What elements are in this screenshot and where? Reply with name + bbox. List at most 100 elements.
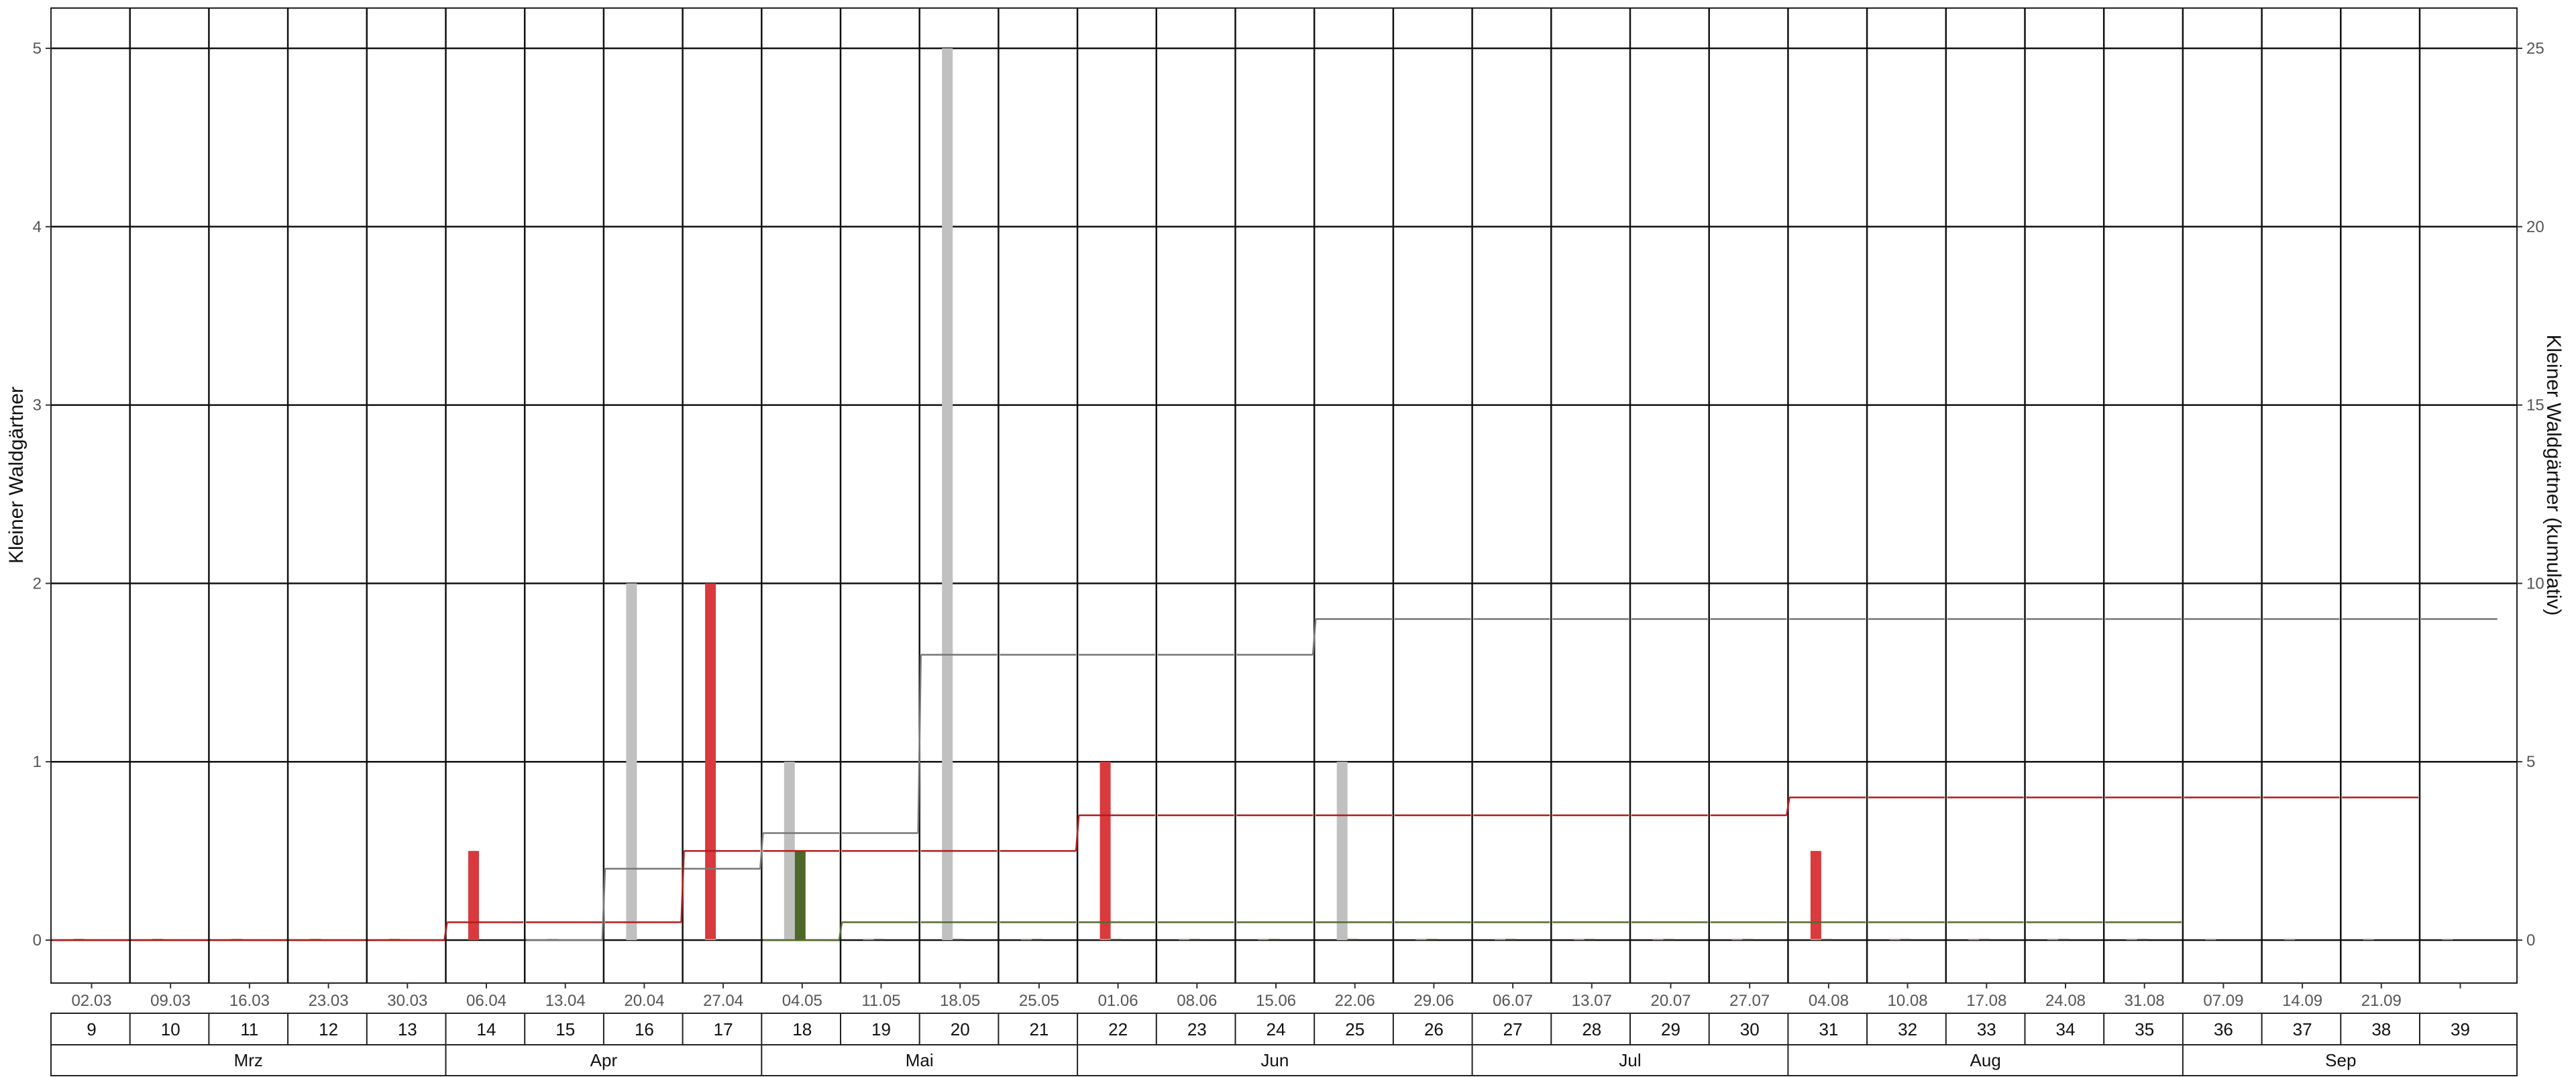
week-label: 37 (2293, 1019, 2312, 1039)
y-axis-label-left: Kleiner Waldgärtner (5, 387, 28, 564)
week-label: 9 (87, 1019, 96, 1039)
week-label: 32 (1898, 1019, 1917, 1039)
bar-red (468, 851, 479, 940)
bar-grey (626, 583, 637, 940)
bar-grey (2363, 939, 2374, 940)
bar-grey (1336, 762, 1348, 940)
x-tick-label: 01.06 (1098, 992, 1138, 1010)
bar-grey (1179, 939, 1190, 940)
bar-grey (1573, 939, 1585, 940)
x-tick-label: 02.03 (71, 992, 111, 1010)
x-tick-label: 08.06 (1177, 992, 1217, 1010)
bar-grey (1968, 939, 1980, 940)
bar-green (1505, 939, 1517, 940)
week-label: 38 (2371, 1019, 2391, 1039)
y-tick-label-right: 15 (2526, 397, 2544, 415)
y-tick-label-right: 5 (2526, 753, 2535, 771)
bar-red (1810, 851, 1821, 940)
bar-red (705, 583, 716, 940)
week-label: 30 (1740, 1019, 1760, 1039)
bar-green (873, 939, 885, 940)
week-label: 23 (1187, 1019, 1207, 1039)
bar-green (1031, 939, 1042, 940)
bar-grey (942, 48, 953, 940)
week-label: 24 (1267, 1019, 1286, 1039)
x-tick-label: 31.08 (2125, 992, 2165, 1010)
x-tick-label: 13.07 (1572, 992, 1612, 1010)
bar-grey (2047, 939, 2058, 940)
bar-grey (2126, 939, 2137, 940)
week-label: 11 (240, 1019, 258, 1039)
bar-grey (2442, 939, 2453, 940)
bar-grey (1099, 939, 1111, 940)
week-label: 25 (1345, 1019, 1364, 1039)
bar-green (1189, 939, 1201, 940)
cumulative-connector (759, 833, 764, 869)
x-tick-label: 27.04 (703, 992, 743, 1010)
bar-green (2058, 939, 2069, 940)
bar-grey (1889, 939, 1900, 940)
y-tick-label-right: 25 (2526, 40, 2544, 58)
x-tick-label: 06.04 (466, 992, 506, 1010)
x-tick-label: 21.09 (2361, 992, 2402, 1010)
x-tick-label: 15.06 (1256, 992, 1296, 1010)
axes-layer: 0 1 2 3 4 5 0 5 10 15 20 25 02.03 09.03 16.03 23.03 30.0… (33, 40, 2544, 1010)
bar-green (1110, 939, 1122, 940)
bar-green (794, 851, 806, 940)
week-label: 12 (319, 1019, 338, 1039)
x-tick-label: 04.05 (782, 992, 822, 1010)
month-label: Jun (1260, 1050, 1289, 1070)
bar-green (1900, 939, 1911, 940)
y-tick-label-right: 0 (2526, 931, 2535, 950)
month-label: Apr (590, 1050, 618, 1070)
month-label: Aug (1970, 1050, 2001, 1070)
week-label: 27 (1503, 1019, 1523, 1039)
bar-green (953, 939, 964, 940)
x-tick-label: 24.08 (2045, 992, 2086, 1010)
cumulative-connector (443, 922, 448, 941)
panel-border (50, 7, 2518, 984)
month-label: Jul (1619, 1050, 1641, 1070)
bar-grey (863, 939, 874, 940)
x-tick-label: 29.06 (1413, 992, 1454, 1010)
x-tick-label: 11.05 (861, 992, 900, 1010)
week-strip (50, 1013, 2518, 1045)
bars-layer (73, 48, 2453, 940)
grid-layer (50, 7, 2518, 984)
cumulative-connector (838, 922, 843, 941)
week-label: 20 (951, 1019, 970, 1039)
bar-grey (1810, 939, 1821, 940)
week-label: 36 (2214, 1019, 2233, 1039)
bar-grey (1652, 939, 1664, 940)
bar-green (2137, 939, 2148, 940)
bar-green (1347, 939, 1358, 940)
week-label: 35 (2135, 1019, 2154, 1039)
bar-green (1663, 939, 1674, 940)
week-label: 34 (2056, 1019, 2076, 1039)
x-tick-label: 22.06 (1335, 992, 1375, 1010)
month-strip (50, 1044, 2518, 1076)
bar-grey (1020, 939, 1032, 940)
x-tick-label: 04.08 (1809, 992, 1849, 1010)
cumulative-connector (1075, 815, 1080, 852)
week-label: 13 (398, 1019, 417, 1039)
bar-red (1099, 762, 1111, 940)
y-tick-label-left: 4 (33, 218, 42, 236)
month-label: Mai (906, 1050, 934, 1070)
week-label: 21 (1029, 1019, 1049, 1039)
bar-grey (1495, 939, 1506, 940)
bar-grey (1415, 939, 1427, 940)
week-label: 16 (635, 1019, 654, 1039)
week-label: 33 (1977, 1019, 1996, 1039)
y-tick-label-left: 0 (33, 931, 42, 950)
week-label: 29 (1661, 1019, 1680, 1039)
y-tick-label-left: 3 (33, 397, 42, 415)
bar-grey (1731, 939, 1743, 940)
bar-grey (705, 939, 716, 940)
week-label: 18 (792, 1019, 812, 1039)
cumulative-lines (52, 618, 2498, 941)
week-label: 31 (1819, 1019, 1838, 1039)
bar-green (1426, 939, 1438, 940)
x-tick-label: 09.03 (150, 992, 191, 1010)
